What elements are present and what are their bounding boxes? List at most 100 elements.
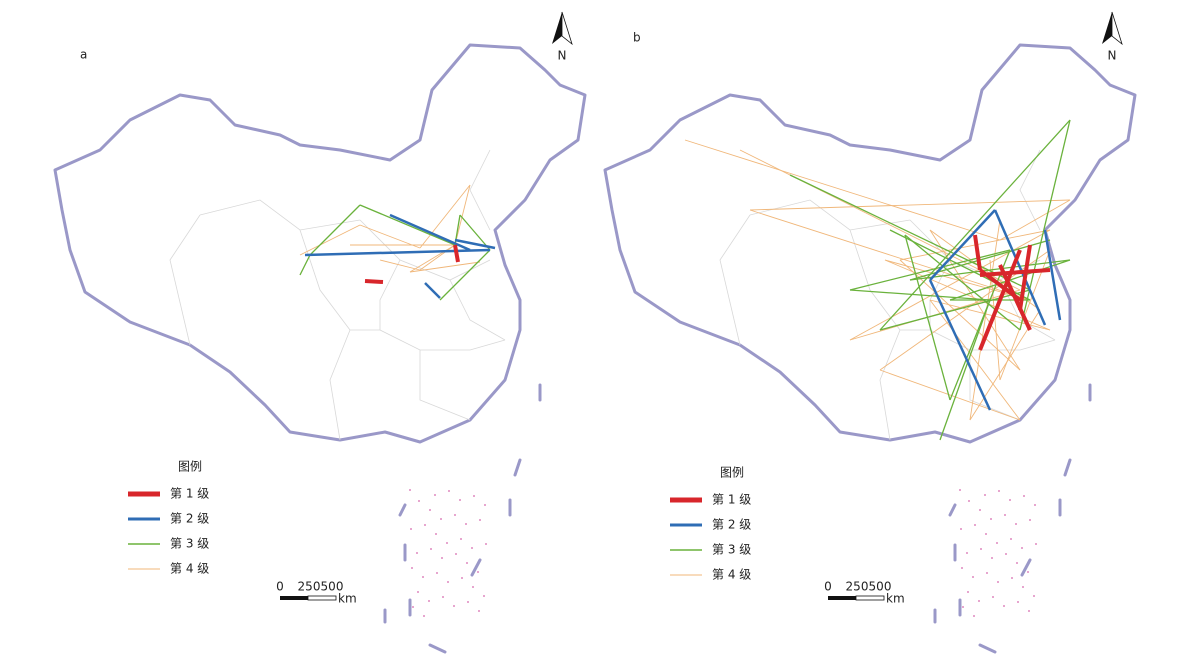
flow-line — [684, 139, 1001, 241]
island — [446, 542, 448, 544]
island — [471, 547, 473, 549]
island — [1017, 601, 1019, 603]
island — [429, 509, 431, 511]
province-boundary — [929, 329, 1056, 351]
flow-line — [299, 224, 361, 256]
scale-tick-label: 0 — [824, 580, 832, 594]
island — [483, 595, 485, 597]
sea-boundary — [470, 558, 482, 577]
flow-line — [929, 209, 996, 281]
island — [968, 500, 970, 502]
legend-title: 图例 — [178, 460, 202, 474]
island — [962, 606, 964, 608]
island — [1009, 499, 1011, 501]
island — [428, 600, 430, 602]
island — [466, 562, 468, 564]
legend-label: 第 4 级 — [712, 568, 751, 582]
flow-line — [409, 244, 456, 273]
legend-title: 图例 — [720, 466, 744, 480]
legend-label: 第 3 级 — [170, 537, 209, 551]
island — [459, 499, 461, 501]
island — [484, 504, 486, 506]
flow-line — [424, 282, 441, 299]
island — [990, 518, 992, 520]
island — [417, 591, 419, 593]
flow-line — [1043, 229, 1062, 321]
province-boundary — [749, 199, 911, 231]
province-boundary — [199, 199, 361, 231]
legend-label: 第 2 级 — [712, 518, 751, 532]
flow-line — [904, 234, 951, 401]
flow-line — [439, 249, 491, 301]
scale-unit: km — [886, 592, 905, 606]
island — [453, 605, 455, 607]
sea-boundary — [428, 643, 447, 654]
flow-line — [973, 234, 982, 271]
flow-line — [453, 244, 460, 263]
country-outline — [53, 43, 587, 444]
island — [1028, 610, 1030, 612]
island — [967, 591, 969, 593]
flow-line — [789, 174, 1031, 291]
flow-line — [304, 248, 491, 257]
island — [440, 518, 442, 520]
island — [416, 552, 418, 554]
island — [411, 567, 413, 569]
flow-line — [939, 299, 991, 441]
province-boundary — [449, 279, 506, 341]
flow-line — [409, 261, 481, 273]
scale-bar — [307, 595, 337, 601]
flow-line — [454, 184, 471, 246]
flow-line — [849, 249, 1011, 291]
island — [998, 490, 1000, 492]
island — [1023, 495, 1025, 497]
flow-line — [379, 259, 421, 271]
island — [423, 615, 425, 617]
island — [454, 514, 456, 516]
north-arrow — [552, 12, 562, 44]
scale-tick-label: 500 — [321, 580, 344, 594]
flow-line — [389, 213, 471, 252]
island — [1029, 519, 1031, 521]
scale-bar — [828, 596, 856, 600]
flow-line — [309, 204, 361, 256]
flow-line — [419, 184, 471, 249]
sea-boundary — [948, 503, 957, 517]
flow-line — [884, 259, 1031, 301]
island — [1005, 553, 1007, 555]
legend-label: 第 1 级 — [712, 493, 751, 507]
island — [974, 524, 976, 526]
island — [436, 572, 438, 574]
island — [1021, 547, 1023, 549]
island — [960, 528, 962, 530]
island — [1027, 571, 1029, 573]
island — [966, 552, 968, 554]
island — [479, 519, 481, 521]
flow-line — [1019, 119, 1071, 331]
flow-line — [904, 234, 1021, 331]
island — [1033, 595, 1035, 597]
legend-label: 第 3 级 — [712, 543, 751, 557]
island — [424, 524, 426, 526]
island — [473, 495, 475, 497]
province-boundary — [379, 329, 506, 351]
island — [980, 548, 982, 550]
island — [461, 577, 463, 579]
scale-tick-label: 500 — [869, 580, 892, 594]
panel-label: b — [633, 31, 641, 45]
island — [472, 586, 474, 588]
island — [1011, 577, 1013, 579]
island — [460, 538, 462, 540]
island — [978, 600, 980, 602]
island — [467, 601, 469, 603]
island — [434, 494, 436, 496]
island — [448, 490, 450, 492]
island — [485, 543, 487, 545]
flow-line — [879, 289, 1031, 331]
flow-line — [749, 199, 1071, 211]
island — [418, 500, 420, 502]
flow-line — [998, 264, 1032, 331]
island — [477, 571, 479, 573]
